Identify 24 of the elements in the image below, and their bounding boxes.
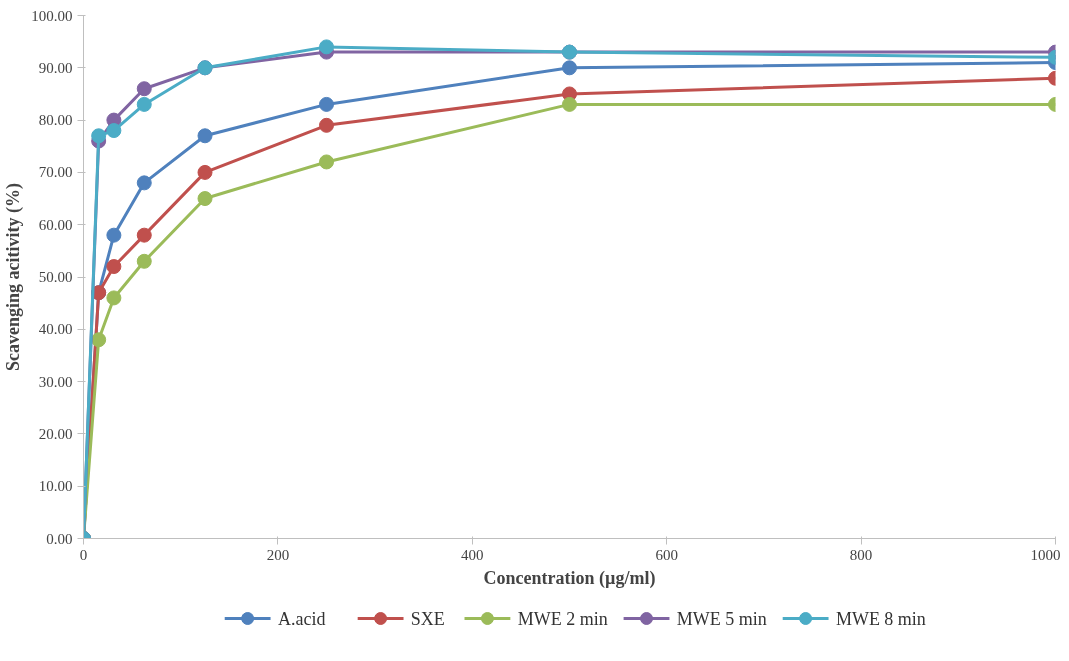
legend-label: MWE 8 min <box>835 608 926 629</box>
legend-label: SXE <box>410 608 445 629</box>
legend-label: MWE 5 min <box>676 608 767 629</box>
x-tick-label: 600 <box>655 546 678 563</box>
y-tick-label: 50.00 <box>38 269 73 285</box>
x-tick-label: 1000 <box>1030 546 1061 563</box>
x-tick-label: 400 <box>461 546 484 563</box>
y-tick-label: 10.00 <box>38 478 73 495</box>
y-tick-label: 90.00 <box>38 59 73 76</box>
x-tick-label: 0 <box>79 546 88 563</box>
y-axis-title: Scavenging acitivity (%) <box>3 183 25 371</box>
x-axis-title: Concentration (µg/ml) <box>483 567 656 589</box>
y-tick-label: 100.00 <box>31 7 73 24</box>
y-tick-label: 40.00 <box>38 321 73 338</box>
legend-label: A.acid <box>277 608 326 629</box>
y-tick-label: 20.00 <box>38 425 73 442</box>
legend-label: MWE 2 min <box>517 608 608 629</box>
y-tick-label: 0.00 <box>46 530 73 547</box>
y-tick-label: 70.00 <box>38 164 73 181</box>
x-tick-label: 800 <box>849 546 873 563</box>
x-tick-label: 200 <box>266 546 290 563</box>
y-tick-label: 80.00 <box>38 112 73 129</box>
y-tick-label: 60.00 <box>38 216 73 233</box>
y-tick-label: 30.00 <box>38 373 73 390</box>
